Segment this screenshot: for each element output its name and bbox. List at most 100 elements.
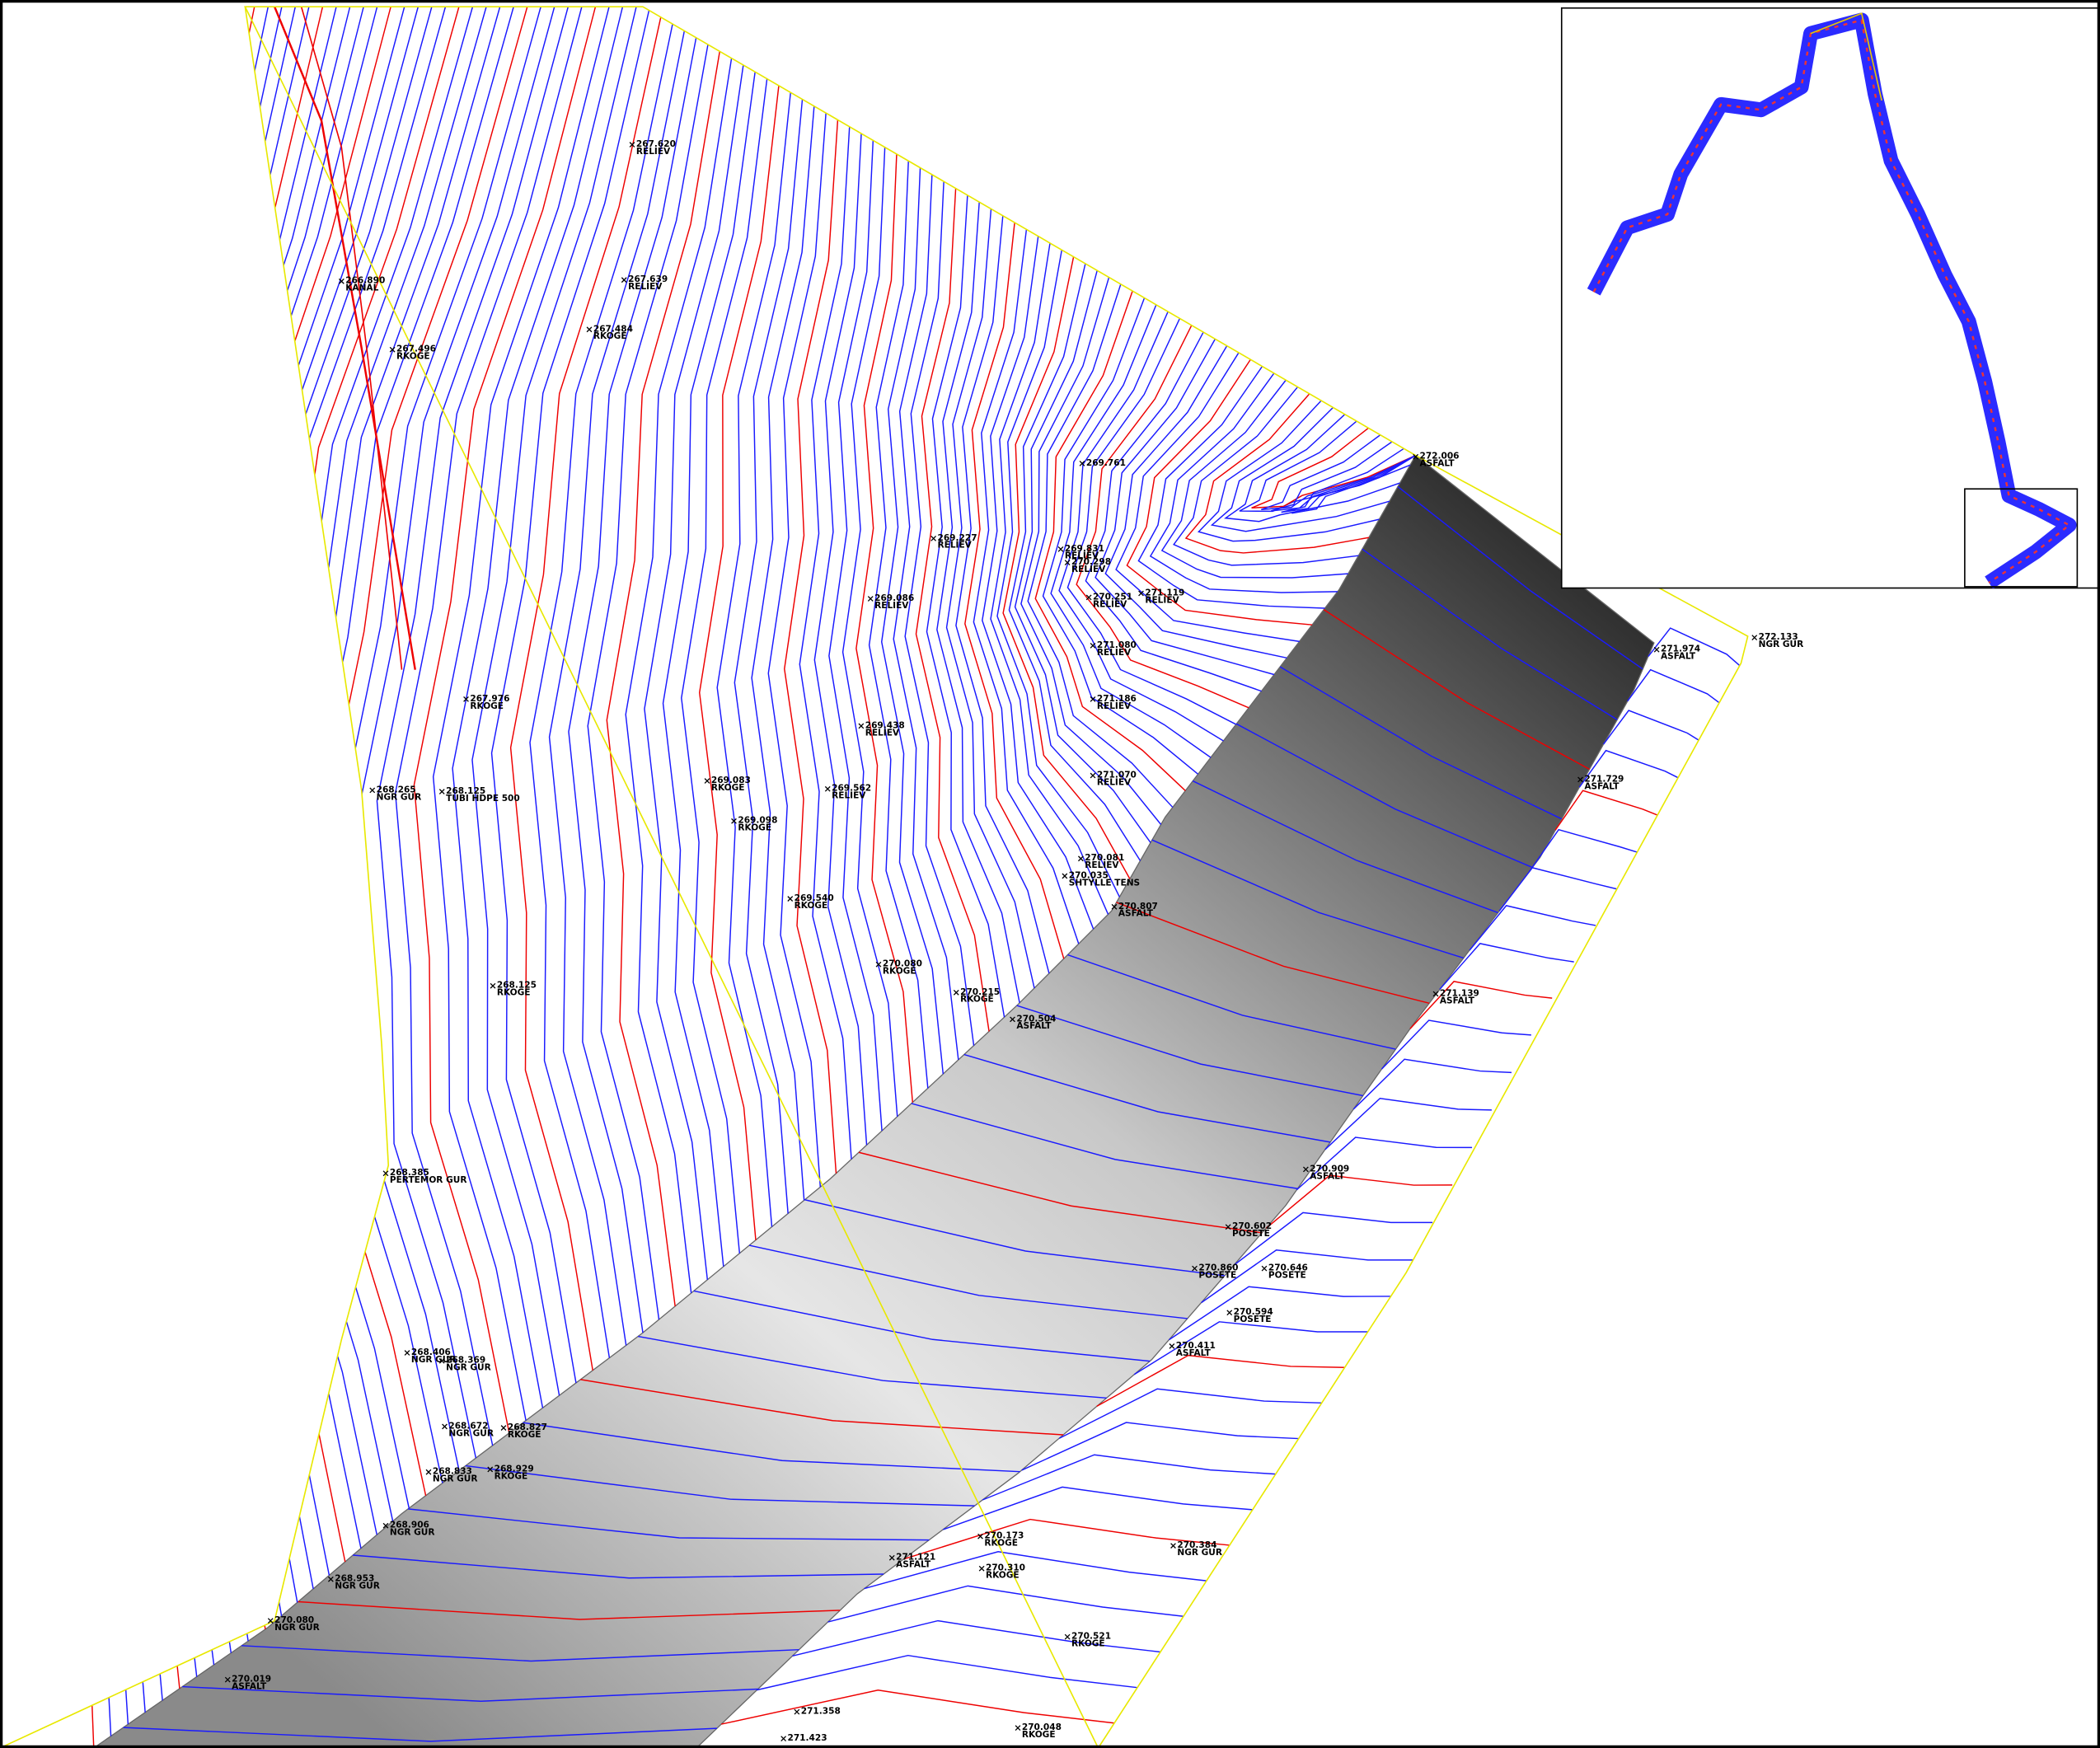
contour-line [893, 174, 959, 1061]
contour-line [945, 209, 1035, 989]
point-marker [487, 1466, 494, 1473]
point-elevation: 269.227 [938, 533, 977, 543]
road-contour [353, 1554, 884, 1579]
point-marker [930, 535, 937, 541]
contour-line [698, 85, 780, 1240]
point-elevation: 271.080 [1097, 640, 1137, 650]
point-elevation: 270.807 [1118, 902, 1158, 911]
point-marker [1010, 1016, 1015, 1023]
contour-line [413, 7, 597, 1433]
inset-boundary [1810, 12, 1882, 101]
contour-line [1324, 1097, 1492, 1150]
road-contour [465, 1464, 975, 1507]
point-code: RELIEV [1097, 648, 1132, 658]
point-elevation: 269.083 [711, 776, 751, 785]
contour-line [767, 113, 827, 1188]
road-contour [523, 1422, 1020, 1473]
contour-line [1076, 325, 1249, 709]
point-marker [1413, 453, 1419, 460]
point-marker [389, 346, 396, 353]
contour-line [864, 1550, 1207, 1590]
point-marker [404, 1350, 410, 1356]
contour-line [1115, 352, 1300, 643]
point-code: RKOGE [497, 988, 531, 998]
contour-line [1126, 359, 1313, 626]
point-code: RELIEV [832, 791, 866, 801]
point-marker [382, 1170, 389, 1177]
contour-line [926, 194, 1005, 1018]
contour-line [1104, 345, 1287, 659]
contour-line [973, 229, 1080, 944]
point-marker [1062, 873, 1068, 879]
contour-line [792, 1619, 1161, 1657]
point-marker [425, 1469, 432, 1475]
contour-line [1554, 790, 1662, 831]
contour-line [757, 1654, 1138, 1691]
contour-line [1184, 393, 1370, 554]
point-elevation: 271.070 [1097, 770, 1137, 780]
contour-line [936, 202, 1020, 1003]
contour-line [1296, 1136, 1473, 1191]
contour-line [1469, 905, 1596, 951]
contour-line [1085, 331, 1262, 692]
point-code: RKOGE [738, 823, 771, 833]
point-elevation: 270.310 [986, 1563, 1025, 1573]
point-code: RELIEV [636, 147, 671, 157]
point-marker [621, 277, 627, 284]
contour-line [1261, 434, 1416, 510]
contour-line [1095, 339, 1275, 676]
point-elevation: 269.562 [832, 784, 871, 794]
point-marker [438, 789, 445, 794]
point-marker [1057, 546, 1064, 552]
point-code: RELIEV [1085, 860, 1119, 870]
point-marker [1138, 590, 1144, 597]
canal-line [300, 7, 403, 670]
road-contour [693, 1290, 1151, 1362]
point-elevation: 270.173 [984, 1531, 1024, 1541]
point-elevation: 270.080 [274, 1615, 314, 1625]
contour-line [828, 140, 883, 1132]
point-elevation: 269.098 [738, 816, 777, 826]
point-code: NGR GUR [433, 1474, 478, 1484]
point-code: POSETE [1198, 1271, 1236, 1281]
point-elevation: 268.385 [390, 1168, 429, 1178]
contour-line [880, 167, 945, 1075]
contour-line [721, 1689, 1115, 1725]
contour-line [1224, 414, 1400, 523]
contour-line [915, 188, 990, 1032]
point-code: ASFALT [1420, 459, 1455, 469]
contour-line [1498, 867, 1618, 911]
contour-line [1020, 277, 1162, 825]
road-contour [241, 1645, 799, 1662]
road-contour [182, 1685, 758, 1703]
road-contour [1116, 902, 1430, 1005]
point-marker [1064, 1633, 1071, 1640]
contour-line [943, 1486, 1253, 1530]
point-code: RELIEV [1065, 551, 1099, 561]
contour-line [1034, 290, 1186, 791]
point-code: NGR GUR [1177, 1548, 1222, 1558]
contour-line [490, 10, 650, 1384]
point-elevation: 270.504 [1016, 1014, 1056, 1024]
point-code: RKOGE [883, 967, 916, 977]
point-code: TUBI HDPE 500 [446, 794, 520, 804]
point-elevation: 270.019 [232, 1675, 271, 1685]
point-code: RELIEV [628, 282, 663, 292]
contour-line [799, 126, 852, 1160]
point-marker [1226, 1310, 1233, 1316]
point-elevation: 267.484 [593, 324, 633, 334]
road-contour [407, 1508, 930, 1541]
point-elevation: 269.438 [865, 720, 905, 730]
point-elevation: 270.384 [1177, 1540, 1216, 1550]
point-code: ASFALT [1310, 1171, 1345, 1181]
contour-line [1380, 1019, 1531, 1070]
point-elevation: 270.860 [1198, 1263, 1238, 1273]
point-elevation: 271.729 [1584, 774, 1624, 784]
point-marker [731, 818, 737, 824]
point-code: RELIEV [1145, 595, 1179, 605]
contour-line [827, 1585, 1184, 1623]
contour-line [432, 7, 610, 1421]
contour-line [982, 236, 1095, 930]
point-marker [327, 1576, 334, 1582]
point-marker [977, 1533, 983, 1539]
